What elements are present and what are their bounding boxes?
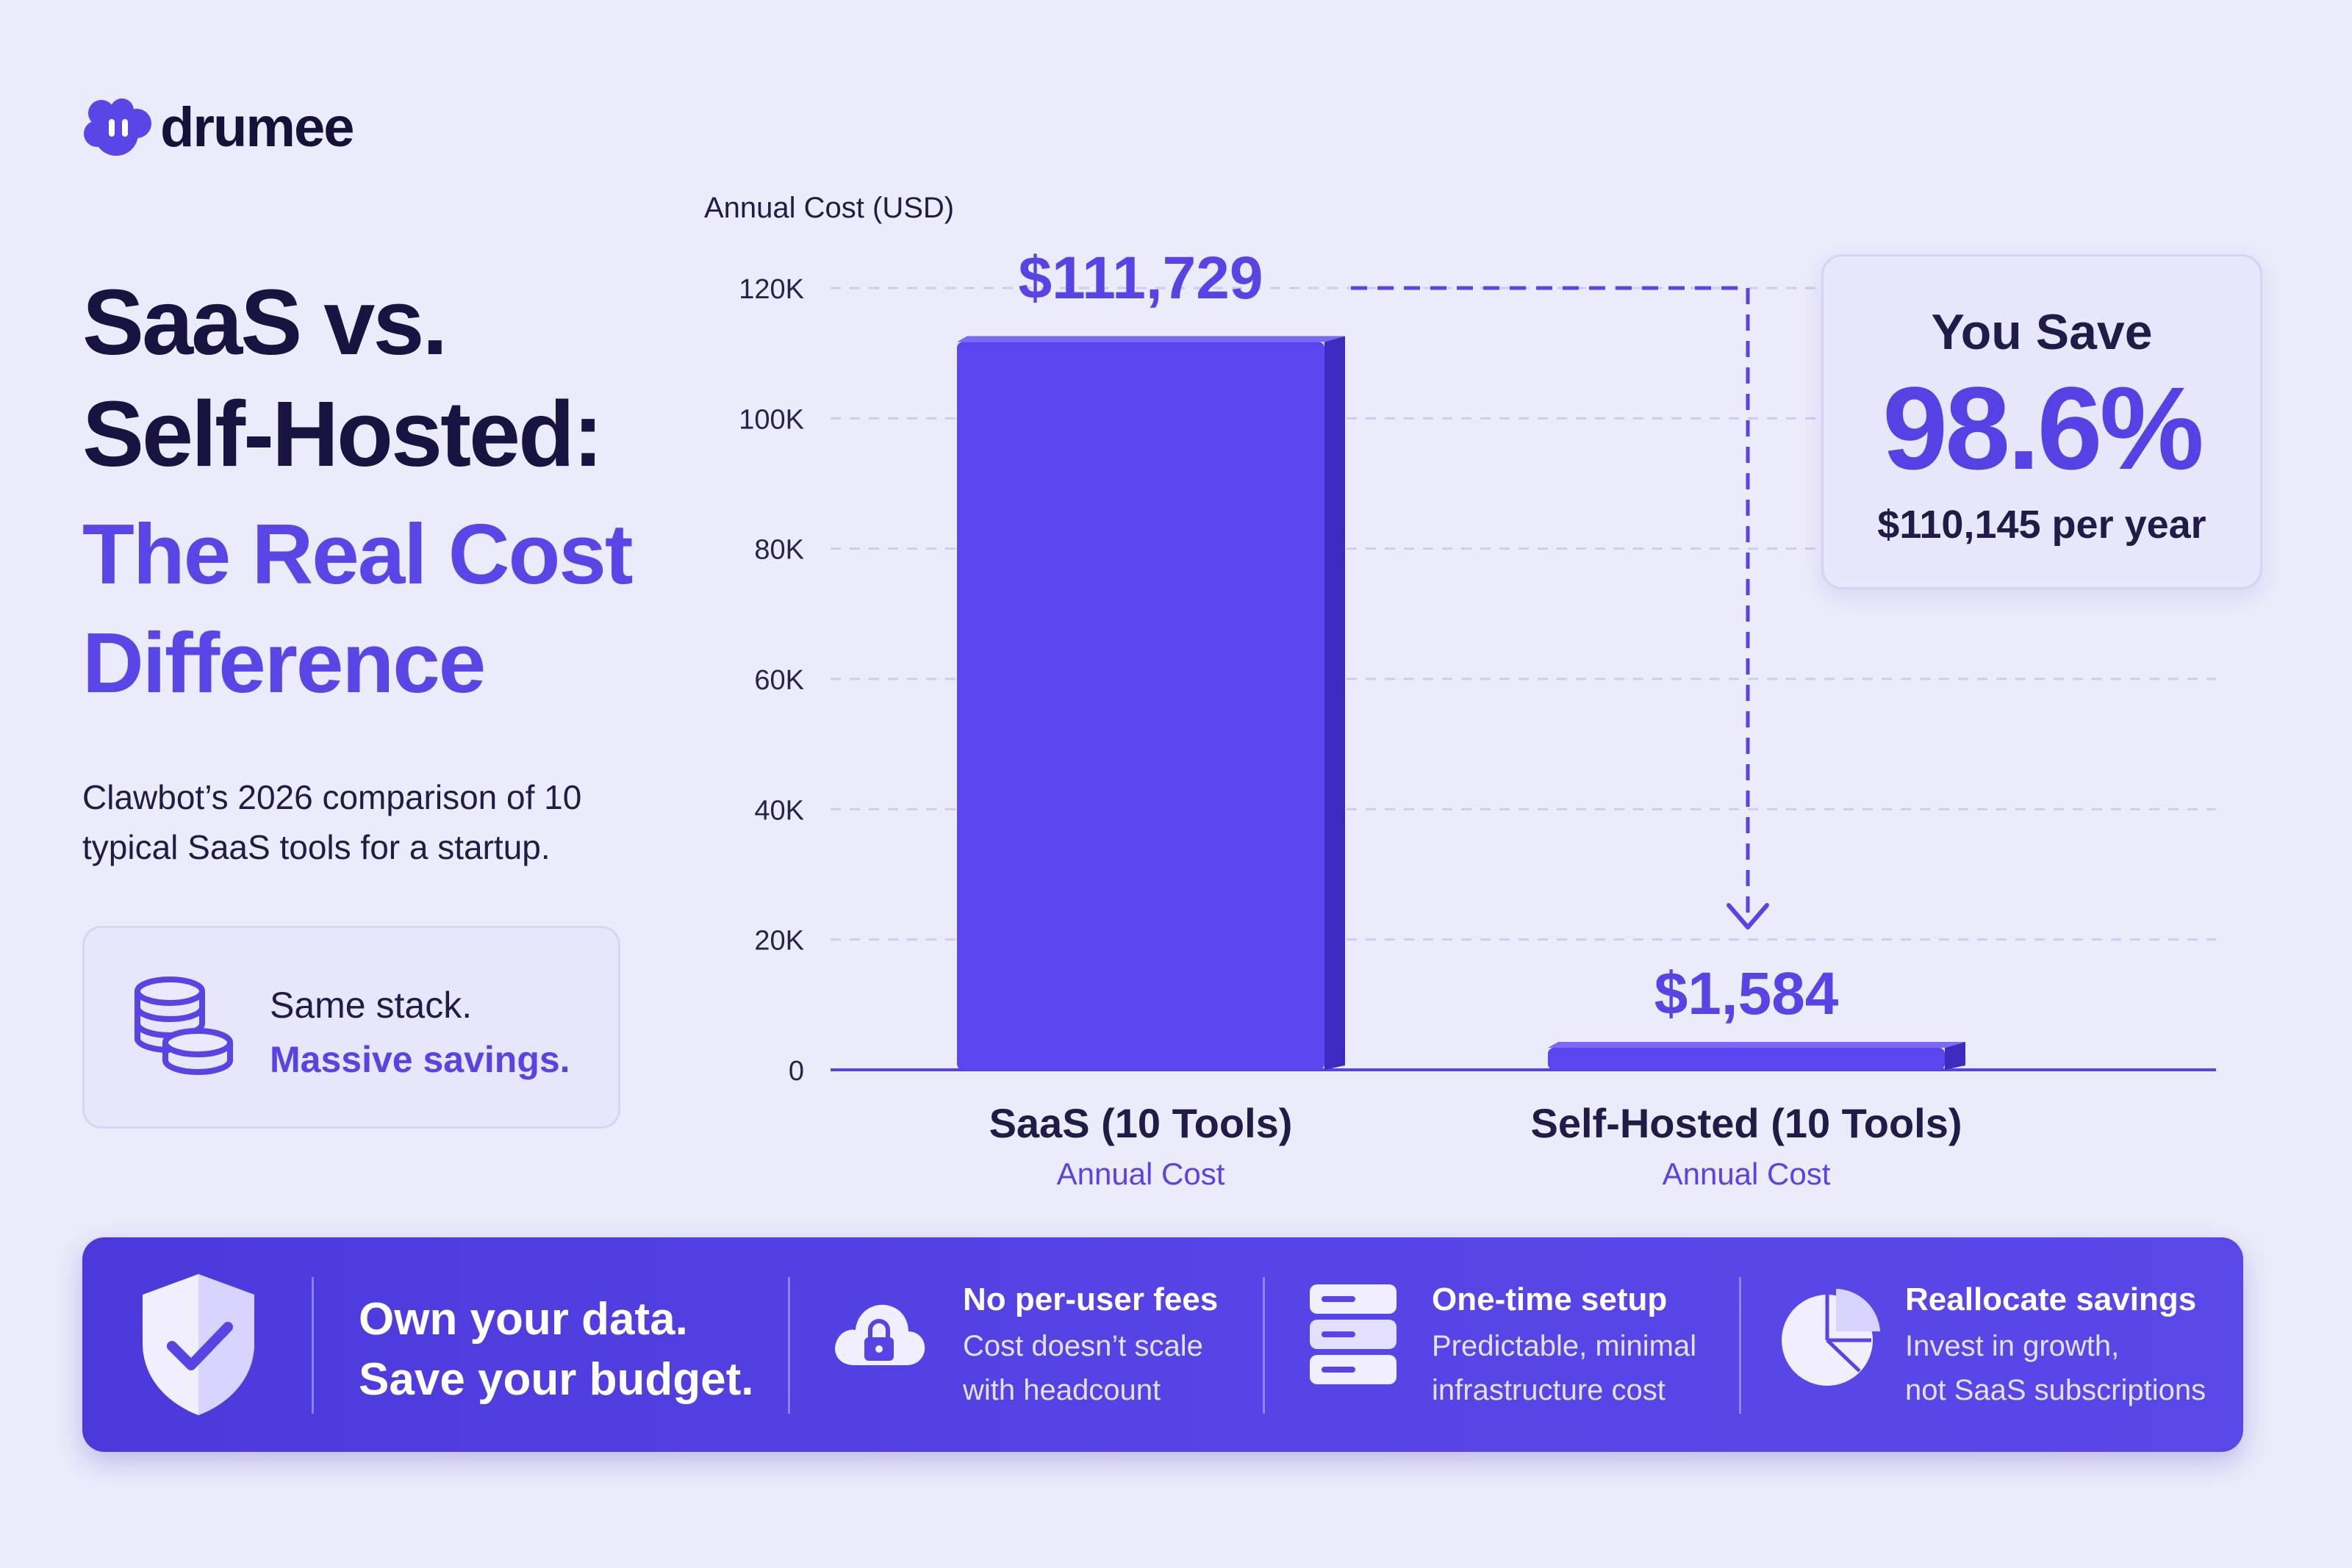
y-tick-label: 100K [739, 404, 804, 435]
value-label: $1,584 [1654, 960, 1839, 1027]
banner-divider [788, 1277, 790, 1414]
brand-name: drumee [160, 96, 355, 159]
bar [1548, 1042, 1965, 1070]
y-tick-label: 20K [754, 926, 804, 957]
category-labels: SaaS (10 Tools) Annual Cost Self-Hosted (1… [989, 1100, 1962, 1191]
bar [957, 336, 1345, 1071]
page-title-line1: SaaS vs. [82, 270, 448, 374]
page-title-line2: Self-Hosted: [82, 382, 603, 486]
bar-front [1548, 1048, 1945, 1070]
coins-icon [135, 977, 233, 1075]
bar-top [1548, 1042, 1965, 1048]
y-tick-labels: 0 20K 40K 60K 80K 100K 120K [739, 274, 804, 1087]
server-icon [1310, 1284, 1396, 1384]
savings-heading: You Save [1931, 304, 2153, 360]
category-sublabel: Annual Cost [1663, 1157, 1831, 1191]
feature-title: Reallocate savings [1905, 1281, 2197, 1317]
cloud-lock-icon [835, 1304, 925, 1365]
category-label: SaaS (10 Tools) [989, 1100, 1293, 1146]
y-tick-label: 120K [739, 274, 804, 305]
feature-text: Predictable, minimal [1432, 1330, 1697, 1362]
banner-main-line2: Save your budget. [359, 1354, 754, 1405]
y-tick-label: 80K [754, 535, 804, 566]
stack-card-line2: Massive savings. [270, 1039, 570, 1080]
y-tick-label: 60K [754, 665, 804, 696]
brand-logo: drumee [82, 96, 355, 159]
page-title-line4: Difference [82, 615, 486, 711]
bar-side [1945, 1042, 1965, 1070]
feature-title: No per-user fees [963, 1281, 1219, 1317]
savings-amount: $110,145 per year [1877, 503, 2206, 547]
pie-chart-icon [1782, 1289, 1880, 1386]
comparison-arrow [1351, 286, 1750, 918]
feature-text: infrastructure cost [1432, 1374, 1666, 1406]
bar-top [957, 336, 1345, 342]
bar-side [1324, 336, 1345, 1071]
value-labels: $111,729 $1,584 [1019, 245, 1839, 1027]
savings-percent: 98.6% [1882, 362, 2204, 494]
page-title-line3: The Real Cost [82, 506, 633, 602]
cost-chart: Annual Cost (USD) 020K40K60K80K100K120K … [704, 192, 2216, 1191]
description-line2: typical SaaS tools for a startup. [82, 828, 551, 866]
benefits-banner: Own your data. Save your budget. No per-… [82, 1237, 2243, 1452]
drumee-logo-icon [84, 98, 151, 156]
y-tick-label: 40K [754, 795, 804, 826]
description-line1: Clawbot’s 2026 comparison of 10 [82, 778, 582, 816]
banner-divider [312, 1277, 314, 1414]
bar-front [957, 342, 1324, 1071]
category-label: Self-Hosted (10 Tools) [1530, 1100, 1962, 1146]
feature-text: Invest in growth, [1905, 1330, 2120, 1362]
savings-card: You Save 98.6% $110,145 per year [1821, 254, 2262, 589]
feature-text: with headcount [963, 1374, 1161, 1406]
value-label: $111,729 [1019, 245, 1263, 312]
y-tick-label: 0 [789, 1056, 804, 1087]
shield-check-icon [143, 1274, 254, 1415]
bars [957, 336, 1965, 1071]
feature-text: not SaaS subscriptions [1905, 1374, 2206, 1406]
category-sublabel: Annual Cost [1057, 1157, 1225, 1191]
feature-text: Cost doesn’t scale [963, 1330, 1203, 1362]
banner-divider [1263, 1277, 1265, 1414]
stack-card: Same stack. Massive savings. [82, 926, 620, 1129]
stack-card-line1: Same stack. [270, 985, 473, 1026]
y-axis-title: Annual Cost (USD) [704, 192, 954, 224]
feature-title: One-time setup [1432, 1281, 1668, 1317]
banner-main-line1: Own your data. [359, 1294, 688, 1345]
banner-divider [1739, 1277, 1741, 1414]
comparison-arrowhead [1727, 903, 1769, 929]
